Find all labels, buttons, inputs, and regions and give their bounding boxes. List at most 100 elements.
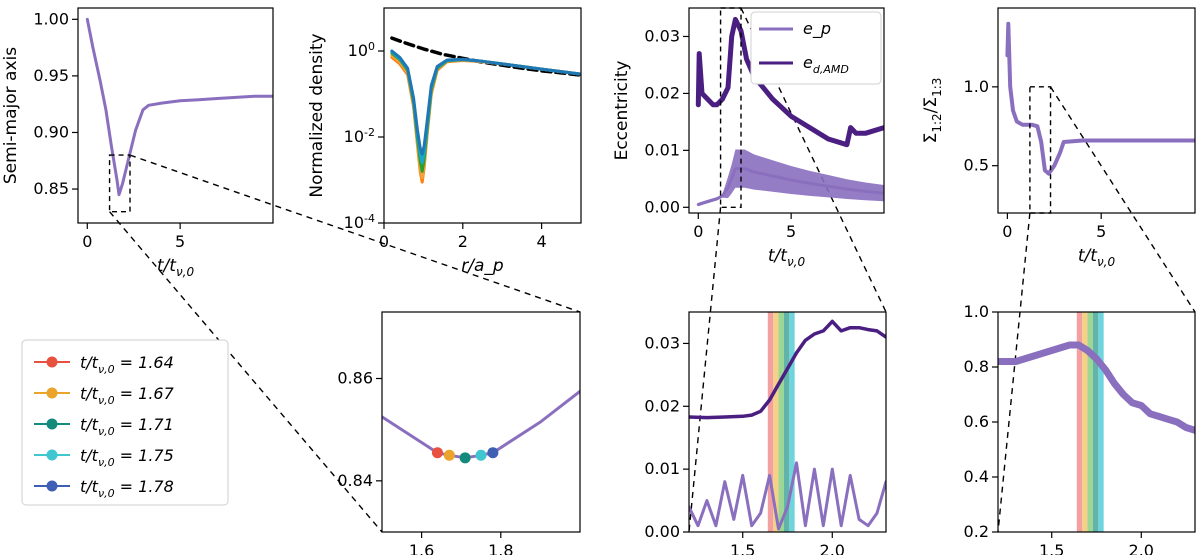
sigma_ratio-xtick-label: 0: [1002, 222, 1012, 241]
semimajor_zoom-axes-frame: [381, 311, 581, 533]
panel-eccentricity_zoom: 1.5 2.0 0.00 0.01 0.02 0.03: [644, 311, 887, 555]
sigma_zoom-ytick-label: 0.6: [964, 412, 989, 431]
zoom-connector-line: [997, 212, 1031, 533]
sigma_ratio-axes-frame: [997, 7, 1196, 214]
time-legend-box: [21, 339, 229, 506]
time-legend-entry: t/tν,0 = 1.71: [80, 415, 174, 438]
density-xtick-label: 2: [458, 232, 468, 251]
eccentricity-xtick-label: 5: [786, 222, 796, 241]
sigma_zoom-time-band: [1098, 312, 1104, 532]
eccentricity-e_p-spread: [698, 149, 884, 207]
eccentricity_zoom-plot-area: [689, 312, 886, 532]
time-marker: [431, 447, 443, 459]
density-ytick-label: 100: [348, 40, 375, 60]
density-xtick-label: 0: [379, 232, 389, 251]
sigma_zoom-ytick-label: 0.4: [964, 467, 989, 486]
eccentricity-ytick-label: 0.01: [644, 140, 680, 159]
semimajor_zoom-series-a-p: [382, 389, 580, 460]
zoom-connectors: [109, 7, 1196, 533]
semimajor-xtick-label: 5: [175, 232, 185, 251]
time-legend: t/tν,0 = 1.64 t/tν,0 = 1.67 t/tν,0 = 1.71 t…: [21, 339, 229, 506]
eccentricity_zoom-xtick-label: 2.0: [820, 541, 845, 555]
semimajor-plot-area: [85, 17, 273, 197]
semimajor-xtick-label: 0: [82, 232, 92, 251]
sigma_ratio-xlabel: t/tν,0: [1078, 246, 1116, 269]
time-legend-entry: t/tν,0 = 1.64: [80, 353, 174, 376]
zoom-connector-line: [129, 154, 581, 313]
semimajor_zoom-xtick-label: 1.6: [409, 541, 434, 555]
sigma_zoom-time-band: [1076, 312, 1083, 532]
density-ytick-label: 10-2: [344, 126, 375, 146]
eccentricity-series-e-d-amd: [695, 16, 884, 148]
sigma_zoom-series-ratio: [998, 341, 1195, 434]
sigma_ratio-xtick-label: 5: [1096, 222, 1106, 241]
zoom-connector-line: [109, 211, 383, 533]
panel-sigma_ratio: 0 5 0.5 1.0 t/tν,0 Σ1:2/Σ1:3: [921, 7, 1196, 269]
eccentricity_zoom-ytick-label: 0.00: [644, 522, 680, 541]
sigma_zoom-ytick-label: 0.8: [964, 357, 989, 376]
eccentricity-legend-entry: e_p: [803, 19, 831, 39]
sigma_zoom-xtick-label: 1.5: [1039, 541, 1064, 555]
eccentricity-ylabel: Eccentricity: [612, 61, 632, 161]
density-ylabel: Normalized density: [307, 33, 327, 197]
eccentricity-axes-frame: [688, 7, 885, 214]
zoom-connector-line: [1049, 86, 1196, 313]
eccentricity-plot-area: [695, 16, 884, 207]
density-xlabel: r/a_p: [461, 256, 504, 276]
eccentricity-xlabel: t/tν,0: [768, 246, 806, 269]
eccentricity_zoom-time-band: [778, 312, 784, 532]
semimajor-ylabel: Semi-major axis: [1, 47, 21, 184]
eccentricity_zoom-series-e-d-amd: [689, 319, 886, 420]
time-legend-entry: t/tν,0 = 1.75: [80, 446, 174, 469]
sigma_ratio-series-ratio: [1005, 21, 1195, 176]
eccentricity_zoom-ytick-label: 0.01: [644, 459, 680, 478]
semimajor-ytick-label: 0.95: [33, 66, 69, 85]
time-marker: [475, 449, 487, 461]
density-ytick-label: 10-4: [344, 212, 375, 232]
sigma_ratio-ytick-label: 1.0: [964, 77, 989, 96]
sigma_zoom-xtick-label: 2.0: [1129, 541, 1154, 555]
eccentricity-ytick-label: 0.00: [644, 197, 680, 216]
time-legend-swatch-marker: [46, 449, 58, 461]
semimajor-axes-frame: [77, 7, 274, 224]
semimajor-ytick-label: 1.00: [33, 9, 69, 28]
panel-eccentricity: 0 5 0.00 0.01 0.02 0.03 t/tν,0 Eccentricity e_pe…: [612, 7, 885, 269]
semimajor_zoom-xtick-label: 1.8: [488, 541, 513, 555]
density-plot-area: [390, 36, 581, 184]
semimajor-series-a-p: [85, 17, 273, 197]
semimajor-ytick-label: 0.85: [33, 179, 69, 198]
density-xtick-label: 4: [537, 232, 547, 251]
sigma_zoom-plot-area: [998, 312, 1195, 532]
time-marker: [487, 447, 499, 459]
eccentricity_zoom-ytick-label: 0.02: [644, 396, 680, 415]
eccentricity-xtick-label: 0: [693, 222, 703, 241]
eccentricity_zoom-ytick-label: 0.03: [644, 333, 680, 352]
sigma_zoom-ytick-label: 1.0: [964, 302, 989, 321]
time-marker: [443, 449, 455, 461]
semimajor_zoom-ytick-label: 0.84: [337, 471, 373, 490]
panel-density: 0 2 4 10-4 10-2 100 r/a_p Normalized density: [307, 7, 582, 276]
sigma_zoom-ytick-label: 0.2: [964, 522, 989, 541]
sigma_zoom-time-band: [1082, 312, 1088, 532]
time-legend-entry: t/tν,0 = 1.78: [80, 477, 174, 500]
panel-sigma_zoom: 1.5 2.0 0.2 0.4 0.6 0.8 1.0: [964, 302, 1196, 555]
eccentricity-ytick-label: 0.02: [644, 83, 680, 102]
time-legend-swatch-marker: [46, 418, 58, 430]
density-series-t-1-78: [390, 49, 581, 156]
time-legend-swatch-marker: [46, 356, 58, 368]
density-axes-frame: [383, 7, 582, 224]
eccentricity_zoom-axes-frame: [688, 311, 887, 533]
time-legend-swatch-marker: [46, 387, 58, 399]
semimajor_zoom-plot-area: [382, 389, 580, 460]
eccentricity_zoom-series-e-p: [689, 461, 886, 531]
sigma_zoom-time-band: [1092, 312, 1099, 532]
eccentricity_zoom-time-band: [767, 312, 774, 532]
sigma_ratio-plot-area: [1005, 21, 1195, 176]
time-marker: [459, 452, 471, 464]
eccentricity_zoom-time-band: [773, 312, 779, 532]
eccentricity-legend-entry: ed,AMD: [803, 53, 849, 76]
zoom-connector-line: [688, 207, 722, 533]
panel-semimajor: 0 5 0.85 0.90 0.95 1.00 t/tν,0 Semi-major axis: [1, 7, 274, 279]
